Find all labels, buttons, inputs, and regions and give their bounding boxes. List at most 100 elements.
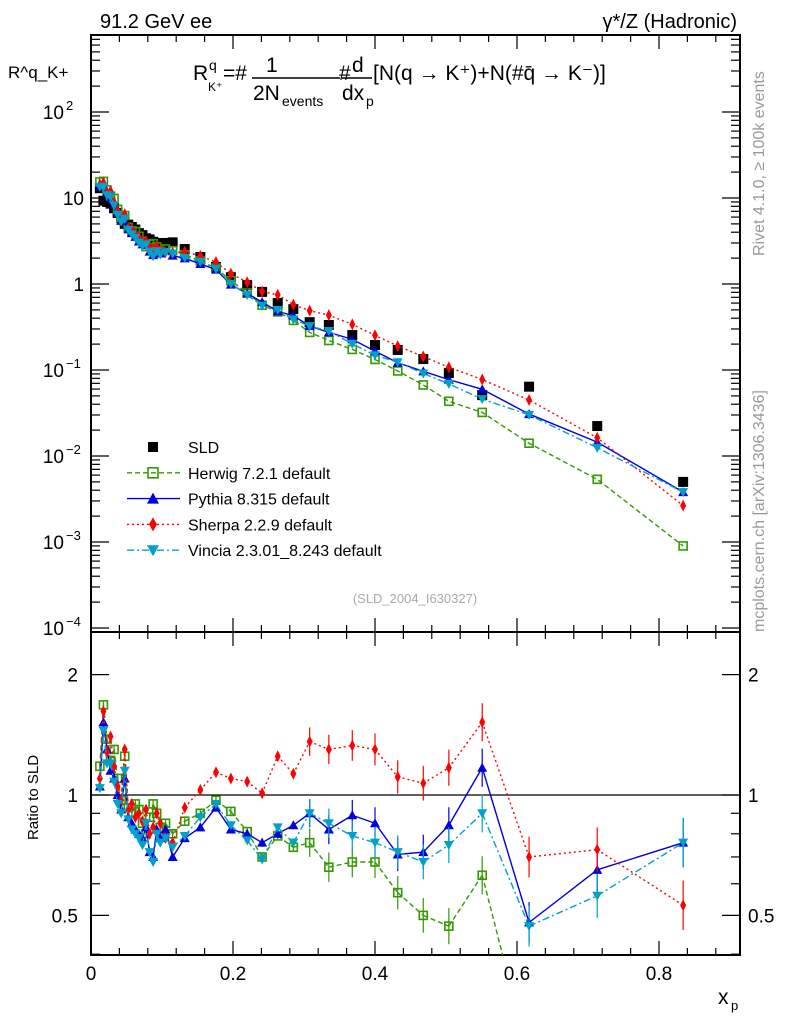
sld-data-point [160,237,171,248]
herwig-ratio-line [172,820,186,835]
vincia-point [195,257,206,267]
legend-label-herwig: Herwig 7.2.1 default [188,466,331,483]
sherpa-ratio-point [114,780,121,793]
svg-text:x: x [718,986,729,1009]
vincia-ratio-point [148,857,159,867]
sherpa-ratio-line [397,776,424,784]
pythia-ratio-point [126,818,137,828]
vincia-ratio-point [167,843,178,853]
legend: SLD Herwig 7.2.1 default Pythia 8.315 defa… [127,440,382,560]
sherpa-point [394,340,401,353]
vincia-point [105,192,116,202]
sld-data-point [167,237,178,248]
ratio-y-tick-label: 2 [67,666,78,687]
herwig-ratio-point [109,744,119,755]
sherpa-ratio-point [146,827,153,840]
vincia-ratio-point [392,848,403,858]
y-tick-exponent: −3 [66,528,81,543]
vincia-ratio-point [592,891,603,901]
y-tick-label: 1 [73,275,84,296]
vincia-ratio-point [210,799,221,809]
pythia-ratio-point [242,828,253,838]
vincia-point [272,306,283,316]
pythia-ratio-point [272,828,283,838]
sherpa-ratio-point [325,743,332,756]
pythia-ratio-line [448,767,483,826]
x-tick-label: 0.2 [220,964,246,985]
svg-text:p: p [731,998,738,1013]
legend-marker-sld [148,442,158,452]
vincia-ratio-line [152,833,158,863]
y-tick-exponent: −2 [66,442,81,457]
analysis-id: (SLD_2004_I630327) [353,591,477,606]
vincia-ratio-line [102,730,108,764]
sherpa-point [594,431,601,444]
mcplots-credit: mcplots.cern.ch [arXiv:1306.3436] [751,390,768,632]
vincia-point [443,379,454,389]
vincia-point [392,358,403,368]
y-tick-label: 10 [43,447,64,468]
vincia-ratio-point [524,922,535,932]
svg-text:q: q [209,57,217,73]
sherpa-ratio-point [479,716,486,729]
pythia-ratio-point [288,820,299,830]
herwig-ratio-line [374,861,399,894]
sherpa-ratio-line [596,849,684,906]
vincia-point [98,182,109,192]
vincia-point [155,250,166,260]
vincia-ratio-point [116,809,127,819]
vincia-ratio-line [397,851,424,863]
vincia-ratio-point [119,766,130,776]
sherpa-ratio-point [100,705,107,718]
vincia-ratio-point [323,819,334,829]
sherpa-ratio-point [96,772,103,785]
sherpa-ratio-point [420,777,427,790]
vincia-ratio-point [94,784,105,794]
herwig-ratio-point [95,761,105,772]
svg-text:d: d [352,54,364,77]
sherpa-point [227,267,234,280]
pythia-ratio-point [347,810,358,820]
pythia-ratio-point [443,820,454,830]
herwig-ratio-point [179,816,190,827]
svg-text:[N(q → K⁺)+N(#q̄ → K⁻)]: [N(q → K⁺)+N(#q̄ → K⁻)] [373,62,606,85]
pythia-ratio-point [257,837,268,847]
sherpa-point [306,304,313,317]
y-tick-label: 10 [43,103,64,124]
sherpa-ratio-line [199,771,217,791]
vincia-ratio-point [272,823,283,833]
sherpa-ratio-line [309,740,330,751]
sherpa-ratio-line [113,766,119,787]
ratio-y-tick-label: 0.5 [52,906,78,927]
sherpa-ratio-point [107,730,114,743]
herwig-ratio-point [477,870,488,881]
herwig-point [678,541,688,551]
sherpa-ratio-point [244,775,251,788]
sherpa-ratio-point [445,761,452,774]
vincia-ratio-point [155,838,166,848]
herwig-ratio-point [444,921,454,931]
herwig-ratio-point [148,799,158,809]
sherpa-point [349,318,356,331]
sherpa-ratio-point [372,743,378,756]
vincia-ratio-point [112,799,123,809]
vincia-point [167,249,178,259]
ratio-y-tick-label-right: 2 [748,666,759,687]
y-tick-label: 10 [43,361,64,382]
sherpa-ratio-line [481,722,530,858]
vincia-ratio-point [678,838,689,848]
legend-marker-herwig [147,466,159,479]
vincia-ratio-point [288,838,299,848]
svg-text:R: R [193,62,208,85]
vincia-ratio-point [144,848,155,858]
x-tick-label: 0.8 [646,964,672,985]
formula-annotation: R q K⁺ =# 1 2N events # d dx p [N(q → K⁺… [193,54,606,109]
sld-data-point [592,421,603,432]
pythia-ratio-point [167,851,178,861]
pythia-point [477,384,488,394]
vincia-ratio-line [448,812,483,846]
vincia-ratio-point [370,838,380,848]
sherpa-ratio-point [290,767,297,780]
sherpa-ratio-point [197,783,204,796]
vincia-ratio-point [304,809,315,819]
